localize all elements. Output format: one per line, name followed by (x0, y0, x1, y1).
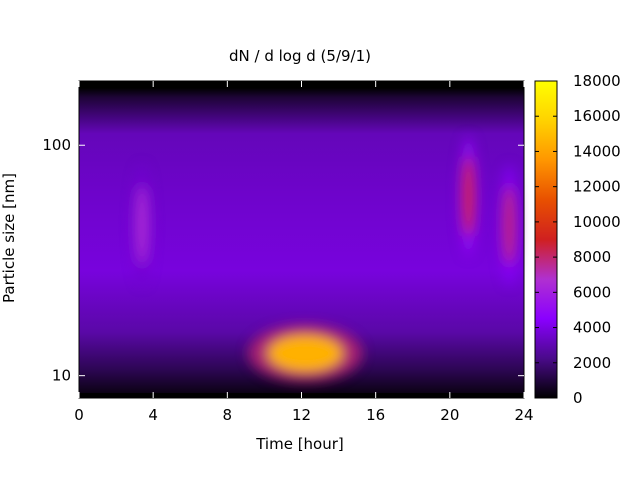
x-tick-label: 24 (514, 406, 533, 424)
y-tick-label: 10 (52, 367, 71, 385)
y-axis-label: Particle size [nm] (0, 173, 18, 303)
colorbar-gradient (534, 80, 558, 399)
colorbar-tick-label: 10000 (573, 213, 621, 231)
x-tick-label: 16 (366, 406, 385, 424)
heatmap-feature-core (503, 185, 516, 266)
colorbar-tick-label: 18000 (573, 72, 621, 90)
heatmap-feature-core (267, 334, 344, 373)
colorbar-tick-label: 16000 (573, 107, 621, 125)
x-tick-label: 12 (292, 406, 311, 424)
colorbar-tick-label: 14000 (573, 142, 621, 160)
x-axis-label: Time [hour] (255, 435, 344, 453)
chart-title: dN / d log d (5/9/1) (229, 47, 371, 65)
colorbar-tick-label: 0 (573, 389, 583, 407)
colorbar-tick-label: 12000 (573, 178, 621, 196)
x-tick-label: 8 (223, 406, 233, 424)
colorbar-tick-label: 8000 (573, 248, 611, 266)
y-tick-label: 100 (42, 136, 71, 154)
colorbar: 0 2000 4000 6000 8000 10000 12000 14000 16000 180… (534, 72, 621, 407)
axes: 0 4 8 12 16 20 24 10 100 (42, 80, 534, 424)
x-tick-label: 20 (440, 406, 459, 424)
colorbar-tick-label: 6000 (573, 283, 611, 301)
heatmap-plot (79, 81, 524, 398)
x-tick-label: 0 (74, 406, 84, 424)
colorbar-tick-label: 2000 (573, 354, 611, 372)
colorbar-tick-label: 4000 (573, 319, 611, 337)
heatmap-feature-core (136, 185, 149, 266)
x-tick-label: 4 (148, 406, 158, 424)
heatmap-feature-core (462, 156, 475, 237)
